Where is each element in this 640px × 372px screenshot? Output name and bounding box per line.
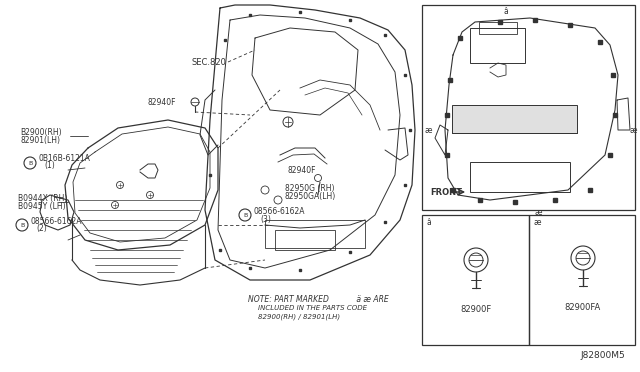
- Bar: [422, 5, 635, 210]
- Text: 82900FA: 82900FA: [565, 303, 601, 312]
- Text: INCLUDED IN THE PARTS CODE: INCLUDED IN THE PARTS CODE: [258, 305, 367, 311]
- Text: æ: æ: [534, 218, 541, 227]
- Text: 82950G (RH): 82950G (RH): [285, 183, 335, 192]
- Text: æ: æ: [534, 208, 541, 217]
- Bar: [479, 22, 517, 34]
- Text: B2900(RH): B2900(RH): [20, 128, 61, 137]
- Text: (1): (1): [44, 160, 55, 170]
- Text: 82900(RH) / 82901(LH): 82900(RH) / 82901(LH): [258, 313, 340, 320]
- Text: 82950GA(LH): 82950GA(LH): [285, 192, 336, 201]
- Text: 82901(LH): 82901(LH): [20, 135, 60, 144]
- Text: B0945Y (LH): B0945Y (LH): [18, 202, 66, 211]
- Text: NOTE: PART MARKED: NOTE: PART MARKED: [248, 295, 329, 304]
- Text: 82900F: 82900F: [460, 305, 492, 314]
- Text: B0944X (RH): B0944X (RH): [18, 193, 67, 202]
- Text: (3): (3): [260, 215, 271, 224]
- Text: ä æ ARE: ä æ ARE: [354, 295, 388, 304]
- Bar: [529, 215, 635, 345]
- Bar: [452, 105, 577, 133]
- Text: 08566-6162A: 08566-6162A: [253, 206, 305, 215]
- Text: â: â: [427, 218, 432, 227]
- Text: 08566-6162A: 08566-6162A: [30, 217, 81, 225]
- Text: B: B: [243, 212, 247, 218]
- Text: B: B: [28, 160, 32, 166]
- Text: B: B: [20, 222, 24, 228]
- Text: 82940F: 82940F: [148, 97, 177, 106]
- Bar: [470, 162, 570, 192]
- Text: 0B16B-6121A: 0B16B-6121A: [38, 154, 90, 163]
- Text: â: â: [504, 7, 508, 16]
- Text: (2): (2): [36, 224, 47, 232]
- Text: SEC.820: SEC.820: [192, 58, 227, 67]
- Text: æ: æ: [630, 125, 637, 135]
- Bar: [422, 215, 529, 345]
- Text: 82940F: 82940F: [288, 166, 317, 174]
- Text: FRONT: FRONT: [430, 187, 462, 196]
- Text: æ: æ: [425, 125, 433, 135]
- Bar: [470, 28, 525, 63]
- Text: J82800M5: J82800M5: [580, 351, 625, 360]
- Bar: [265, 220, 365, 248]
- Bar: [275, 230, 335, 250]
